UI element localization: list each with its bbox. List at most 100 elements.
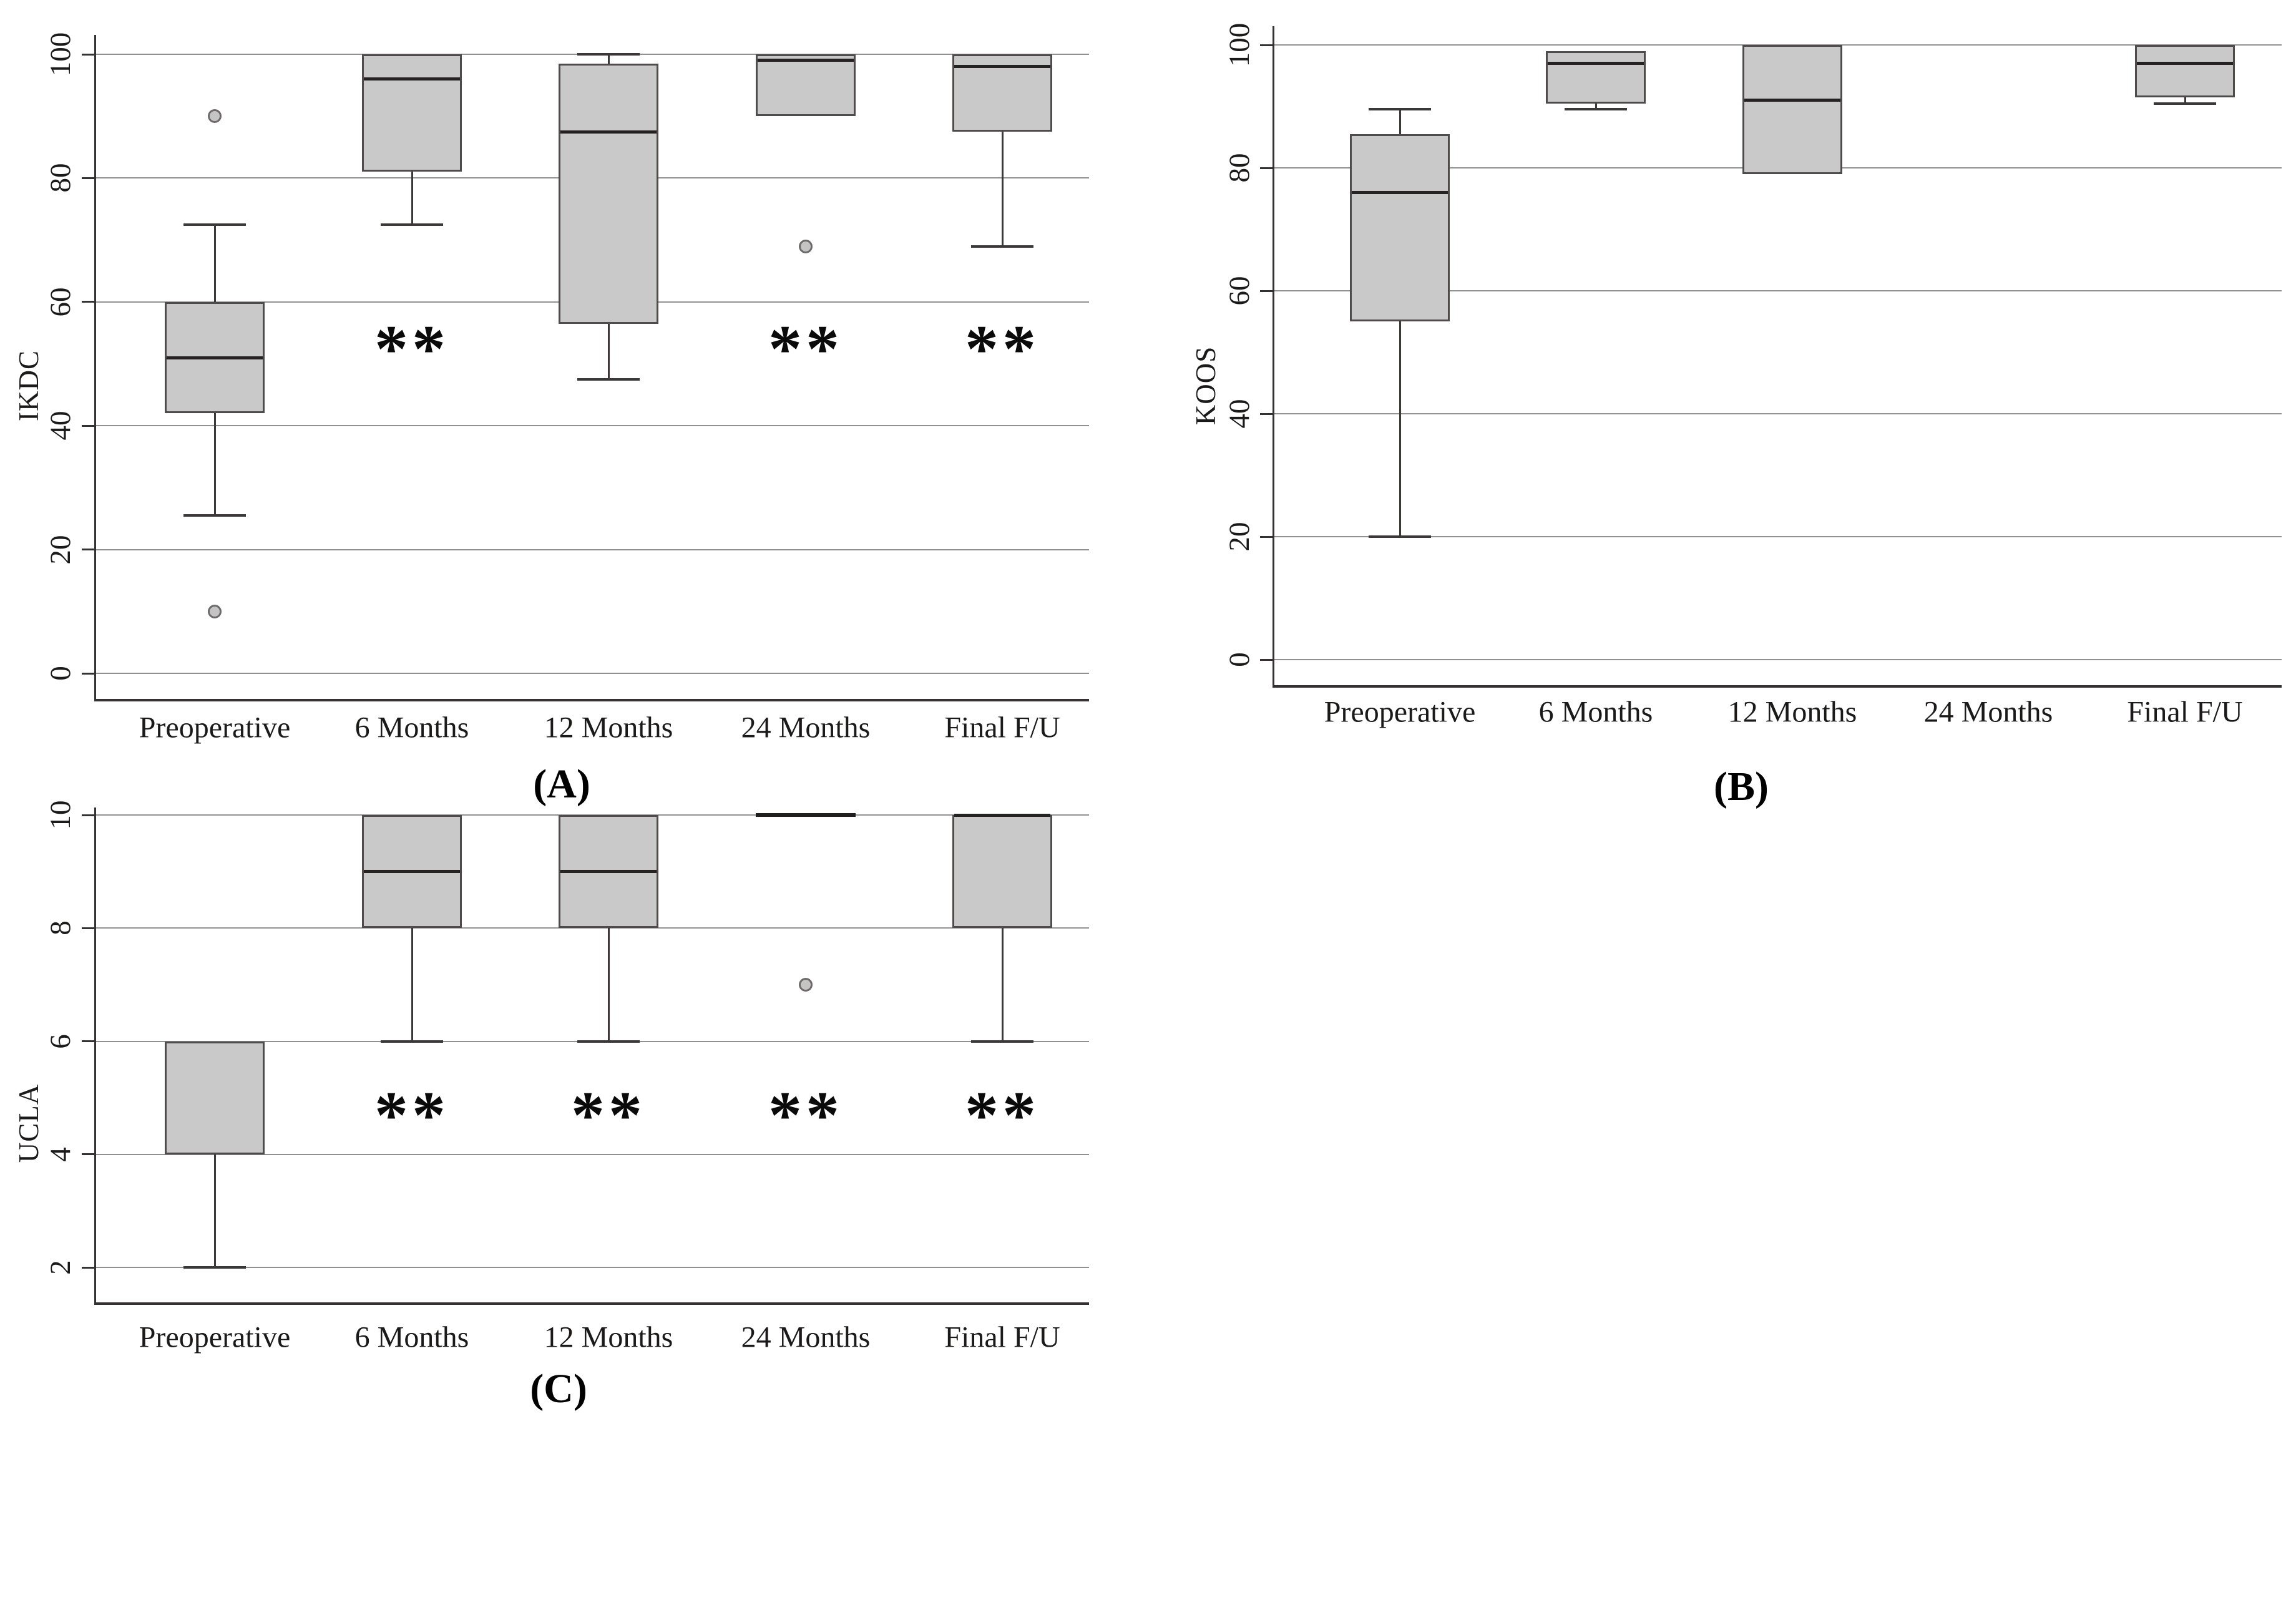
y-tick-mark bbox=[82, 1040, 95, 1043]
gridline bbox=[95, 425, 1089, 427]
median-line bbox=[1548, 62, 1644, 66]
x-category-label: Final F/U bbox=[944, 711, 1060, 744]
y-tick-label: 20 bbox=[1223, 522, 1256, 552]
box bbox=[559, 63, 658, 324]
y-tick-label: 100 bbox=[44, 32, 77, 77]
y-axis-line bbox=[1273, 26, 1274, 686]
lower-whisker-cap bbox=[183, 1266, 246, 1269]
outlier-point bbox=[208, 109, 222, 124]
upper-whisker-cap bbox=[1369, 108, 1431, 111]
y-tick-mark bbox=[82, 424, 95, 427]
x-category-label: 12 Months bbox=[1727, 695, 1857, 729]
lower-whisker-cap bbox=[577, 378, 640, 381]
median-line bbox=[364, 870, 460, 874]
x-category-label: 6 Months bbox=[1538, 695, 1653, 729]
median-line bbox=[954, 65, 1050, 69]
collapsed-box bbox=[756, 813, 856, 817]
median-line bbox=[560, 130, 657, 134]
x-category-label: Final F/U bbox=[2127, 695, 2243, 729]
lower-whisker-cap bbox=[1369, 535, 1431, 538]
significance-marker: ** bbox=[768, 1078, 843, 1153]
y-tick-mark bbox=[82, 1266, 95, 1269]
gridline bbox=[95, 1267, 1089, 1268]
y-tick-mark bbox=[82, 814, 95, 816]
y-tick-mark bbox=[82, 53, 95, 56]
box bbox=[952, 815, 1052, 929]
y-tick-label: 4 bbox=[44, 1147, 77, 1162]
y-tick-mark bbox=[82, 549, 95, 551]
gridline bbox=[95, 549, 1089, 550]
x-category-label: 24 Months bbox=[741, 1320, 871, 1354]
y-tick-mark bbox=[82, 927, 95, 929]
lower-whisker-cap bbox=[183, 514, 246, 517]
y-axis-line bbox=[94, 807, 96, 1304]
lower-whisker-stem bbox=[213, 1154, 216, 1267]
lower-whisker-stem bbox=[1595, 103, 1597, 110]
median-line bbox=[364, 77, 460, 81]
lower-whisker-stem bbox=[2184, 97, 2186, 104]
x-category-label: 12 Months bbox=[544, 711, 673, 744]
x-category-label: 12 Months bbox=[544, 1320, 673, 1354]
upper-whisker-stem bbox=[213, 224, 216, 302]
upper-whisker-stem bbox=[1399, 109, 1401, 134]
gridline bbox=[95, 927, 1089, 929]
outlier-point bbox=[799, 978, 813, 992]
median-line bbox=[2137, 62, 2233, 66]
gridline bbox=[95, 1153, 1089, 1155]
x-category-label: 6 Months bbox=[354, 1320, 469, 1354]
lower-whisker-stem bbox=[1001, 132, 1004, 246]
y-tick-label: 80 bbox=[44, 163, 77, 193]
y-tick-mark bbox=[82, 672, 95, 675]
y-tick-label: 20 bbox=[44, 535, 77, 565]
lower-whisker-cap bbox=[971, 1040, 1033, 1043]
median-line bbox=[167, 356, 263, 359]
median-line bbox=[758, 59, 854, 62]
y-tick-label: 10 bbox=[44, 800, 77, 830]
y-tick-label: 60 bbox=[44, 287, 77, 317]
lower-whisker-cap bbox=[577, 1040, 640, 1043]
y-tick-label: 0 bbox=[44, 666, 77, 681]
subplot-caption: (C) bbox=[530, 1366, 587, 1412]
significance-marker: ** bbox=[571, 1078, 646, 1153]
lower-whisker-cap bbox=[2154, 102, 2216, 105]
y-tick-label: 40 bbox=[1223, 399, 1256, 429]
lower-whisker-stem bbox=[411, 172, 413, 225]
gridline bbox=[95, 673, 1089, 674]
x-category-label: Final F/U bbox=[944, 1320, 1060, 1354]
y-axis-title: UCLA bbox=[13, 1083, 44, 1163]
gridline bbox=[1274, 290, 2282, 291]
significance-marker: ** bbox=[374, 312, 449, 386]
y-tick-label: 100 bbox=[1223, 22, 1256, 67]
x-axis-line bbox=[94, 699, 1089, 701]
lower-whisker-stem bbox=[1399, 321, 1401, 537]
y-tick-label: 0 bbox=[1223, 652, 1256, 667]
y-tick-label: 2 bbox=[44, 1260, 77, 1275]
median-line bbox=[954, 813, 1050, 817]
median-line bbox=[1744, 99, 1840, 102]
significance-marker: ** bbox=[965, 1078, 1040, 1153]
outlier-point bbox=[208, 604, 222, 618]
x-axis-line bbox=[94, 1302, 1089, 1305]
lower-whisker-stem bbox=[1001, 928, 1004, 1042]
y-tick-mark bbox=[1260, 290, 1274, 292]
x-category-label: Preoperative bbox=[139, 1320, 291, 1354]
y-tick-label: 40 bbox=[44, 411, 77, 441]
gridline bbox=[1274, 659, 2282, 660]
y-tick-mark bbox=[1260, 167, 1274, 169]
y-tick-mark bbox=[82, 177, 95, 179]
y-tick-label: 8 bbox=[44, 920, 77, 936]
x-axis-line bbox=[1273, 685, 2282, 688]
y-tick-mark bbox=[1260, 44, 1274, 46]
x-category-label: 24 Months bbox=[741, 711, 871, 744]
box bbox=[1546, 51, 1646, 104]
gridline bbox=[1274, 413, 2282, 414]
significance-marker: ** bbox=[374, 1078, 449, 1153]
box bbox=[1742, 45, 1842, 174]
subplot-caption: (B) bbox=[1714, 764, 1769, 809]
lower-whisker-cap bbox=[381, 223, 443, 226]
y-tick-mark bbox=[1260, 535, 1274, 538]
y-tick-mark bbox=[1260, 658, 1274, 661]
y-tick-label: 80 bbox=[1223, 153, 1256, 183]
x-category-label: 24 Months bbox=[1923, 695, 2053, 729]
